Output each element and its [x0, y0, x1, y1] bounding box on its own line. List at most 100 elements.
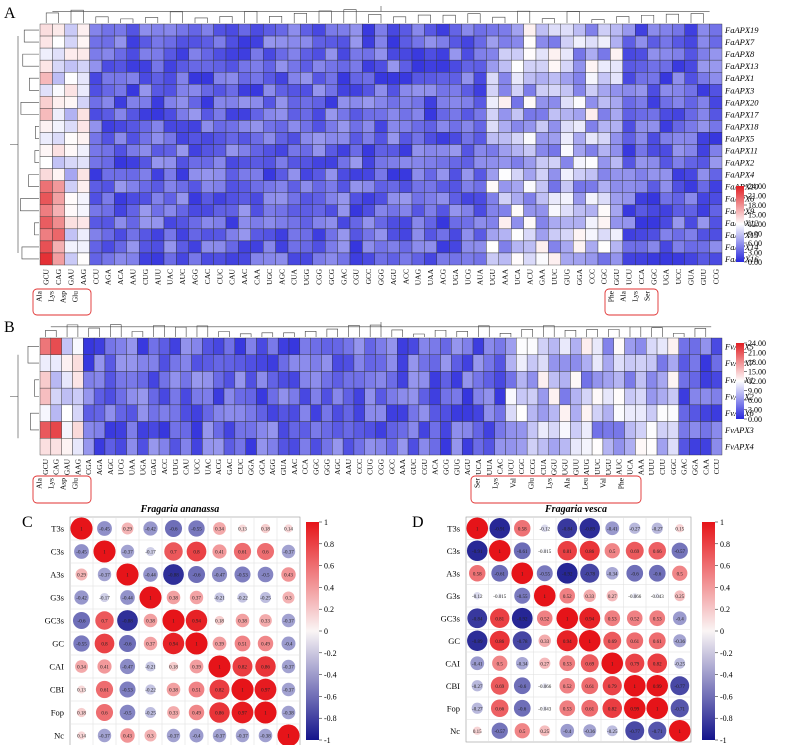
corr-value: 0.33	[540, 640, 549, 645]
heatmap-cell	[684, 35, 698, 49]
heatmap-cell	[126, 387, 138, 406]
heatmap-cell	[245, 371, 257, 389]
corr-circle	[491, 722, 508, 739]
heatmap-cell	[188, 96, 202, 109]
heatmap-cell	[72, 337, 84, 355]
heatmap-cell	[337, 120, 351, 133]
heatmap-cell	[310, 404, 322, 422]
heatmap-cell	[624, 371, 636, 389]
heatmap-b: FvAPX5FvAPX7FvAPX1FvAPX2FvAPX6FvAPX3FvAP…	[10, 322, 766, 504]
corr-circle	[579, 518, 600, 539]
corr-circle	[674, 590, 686, 602]
heatmap-cell	[573, 132, 586, 145]
heatmap-cell	[263, 156, 276, 169]
heatmap-cell	[585, 96, 599, 109]
heatmap-cell	[697, 144, 710, 157]
heatmap-cell	[511, 180, 524, 193]
heatmap-cell	[126, 337, 138, 355]
column-label: GAA	[538, 268, 547, 285]
heatmap-cell	[573, 144, 586, 157]
heatmap-cell	[126, 192, 140, 205]
corr-value: 1	[195, 643, 198, 648]
heatmap-cell	[325, 96, 338, 109]
heatmap-cell	[523, 216, 537, 230]
heatmap-cell	[238, 132, 251, 145]
heatmap-cell	[50, 438, 62, 456]
heatmap-cell	[126, 23, 140, 37]
heatmap-cell	[225, 192, 239, 205]
heatmap-cell	[180, 354, 192, 372]
heatmap-cell	[151, 59, 165, 73]
heatmap-cell	[516, 404, 528, 422]
heatmap-cell	[64, 240, 78, 254]
heatmap-cell	[548, 59, 562, 73]
heatmap-cell	[461, 228, 475, 242]
corr-value: -0.84	[562, 527, 573, 532]
heatmap-cell	[238, 120, 251, 133]
heatmap-cell	[411, 216, 425, 230]
heatmap-cell	[148, 421, 160, 439]
heatmap-cell	[362, 168, 375, 181]
heatmap-cell	[39, 108, 53, 121]
heatmap-cell	[591, 387, 604, 406]
heatmap-cell	[225, 108, 239, 121]
heatmap-cell	[148, 354, 160, 372]
heatmap-cell	[635, 252, 648, 266]
heatmap-cell	[180, 438, 192, 456]
heatmap-cell	[411, 71, 425, 85]
corr-circle	[513, 699, 531, 717]
heatmap-cell	[213, 96, 227, 109]
corr-circle	[625, 541, 644, 560]
heatmap-cell	[449, 132, 462, 145]
corr-circle	[166, 590, 181, 605]
corr-circle	[74, 544, 89, 559]
heatmap-cell	[659, 120, 673, 133]
column-label: CGA	[84, 458, 93, 474]
heatmap-cell	[176, 59, 189, 73]
heatmap-cell	[622, 35, 636, 49]
heatmap-cell	[176, 204, 189, 218]
corr-value: -0.78	[517, 640, 528, 645]
heatmap-cell	[387, 59, 400, 73]
heatmap-cell	[709, 240, 723, 254]
heatmap-cell	[418, 421, 430, 439]
corr-circle	[189, 728, 204, 743]
column-label: AGC	[277, 269, 286, 285]
heatmap-cell	[560, 59, 574, 73]
heatmap-cell	[646, 404, 658, 422]
heatmap-cell	[312, 59, 326, 73]
corr-circle	[536, 565, 553, 582]
heatmap-cell	[498, 59, 512, 73]
heatmap-cell	[39, 337, 52, 355]
heatmap-cell	[473, 252, 487, 266]
heatmap-cell	[349, 23, 363, 37]
heatmap-cell	[573, 228, 586, 242]
heatmap-cell	[349, 84, 363, 97]
heatmap-cell	[275, 252, 289, 266]
heatmap-cell	[64, 23, 78, 37]
heatmap-cell	[449, 23, 462, 37]
heatmap-cell	[234, 387, 246, 406]
heatmap-cell	[635, 387, 647, 406]
heatmap-cell	[374, 216, 388, 230]
heatmap-cell	[559, 387, 571, 406]
heatmap-cell	[325, 228, 338, 242]
corr-value: 1	[656, 707, 659, 712]
colorbar-tick-label: 1	[720, 518, 724, 527]
heatmap-cell	[709, 156, 723, 169]
corr-row-label: Fop	[51, 708, 64, 718]
heatmap-cell	[114, 252, 128, 266]
heatmap-cell	[411, 240, 425, 254]
corr-circle	[559, 700, 576, 717]
heatmap-cell	[523, 204, 537, 218]
corr-circle	[583, 589, 596, 602]
corr-circle	[120, 590, 135, 605]
column-label: GGU	[612, 268, 621, 285]
corr-row-label: G3s	[50, 593, 64, 603]
heatmap-cell	[473, 71, 487, 85]
heatmap-cell	[89, 144, 103, 157]
correlation-d: 1 -0.91 0.58 -0.12 -0.84 -0.89 -0.41 -0.27 -0.27…	[441, 516, 733, 750]
heatmap-cell	[486, 252, 499, 266]
corr-circle	[471, 680, 483, 692]
dendrogram-branch	[45, 12, 59, 23]
